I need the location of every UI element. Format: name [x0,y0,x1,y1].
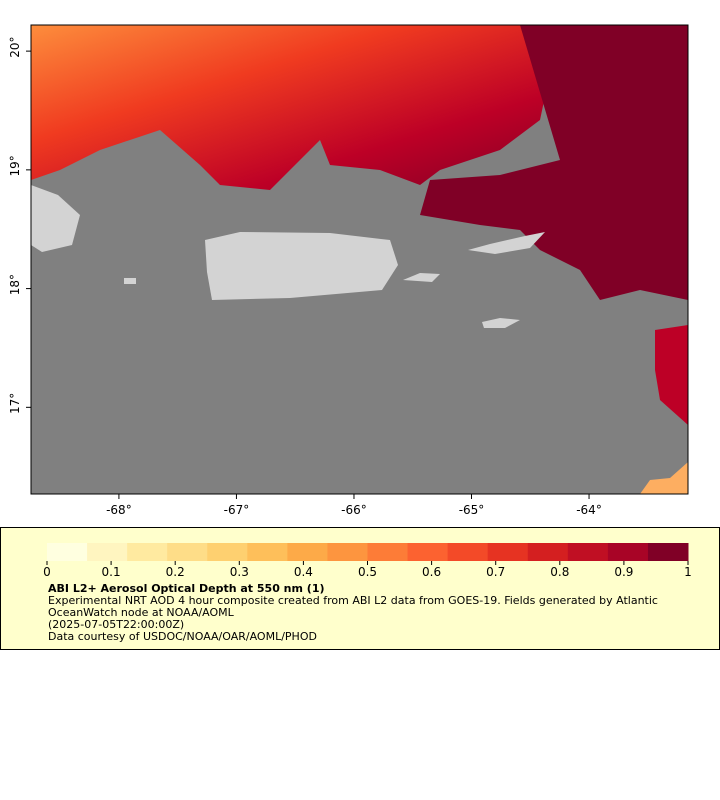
dense-aerosol-region [420,25,688,300]
colorbar-segment [527,543,569,561]
mona-island [124,278,136,284]
aerosol-region [31,25,560,190]
colorbar-segment [407,543,449,561]
colorbar-tick-label: 0 [43,565,51,579]
colorbar-segment [567,543,609,561]
x-tick-label: -64° [576,503,602,517]
map-frame [30,24,689,495]
axes: -68° -67° -66° -65° -64° 17° 18° 19° 20° [8,36,602,517]
x-tick-label: -66° [341,503,367,517]
y-tick-label: 17° [8,393,22,414]
colorbar-tick-label: 1 [684,565,692,579]
colorbar-segment [247,543,288,561]
colorbar-tick-label: 0.1 [102,565,121,579]
colorbar-tick-label: 0.5 [358,565,377,579]
colorbar-tick-label: 0.4 [294,565,313,579]
colorbar-segment [327,543,368,561]
colorbar-tick-label: 0.9 [614,565,633,579]
colorbar-segment [367,543,409,561]
legend-description: Experimental NRT AOD 4 hour composite cr… [48,594,658,619]
colorbar-tick-label: 0.2 [166,565,185,579]
map-image [31,25,688,494]
colorbar-segment [607,543,649,561]
aerosol-patch [655,325,688,425]
colorbar-segment [207,543,248,561]
colorbar-tick-label: 0.3 [230,565,249,579]
y-tick-label: 18° [8,274,22,295]
colorbar-segment [87,543,128,561]
x-tick-label: -68° [106,503,132,517]
colorbar-tick-label: 0.6 [422,565,441,579]
y-tick-label: 19° [8,155,22,176]
colorbar-tick-label: 0.8 [550,565,569,579]
colorbar: 0 0.1 0.2 0.3 0.4 0.5 0.6 0.7 0.8 0.9 1 [43,543,692,579]
legend-text: ABI L2+ Aerosol Optical Depth at 550 nm … [48,583,688,643]
virgin-islands [468,232,545,254]
x-tick-label: -67° [224,503,250,517]
st-croix [482,318,520,328]
legend-credit: Data courtesy of USDOC/NOAA/OAR/AOML/PHO… [48,630,317,643]
colorbar-segment [47,543,88,561]
colorbar-segment [487,543,529,561]
vieques [403,273,440,282]
hispaniola [31,185,80,252]
colorbar-segment [447,543,489,561]
colorbar-segment [127,543,168,561]
puerto-rico [205,232,398,300]
colorbar-segment [287,543,328,561]
colorbar-segment [647,543,689,561]
y-tick-label: 20° [8,36,22,57]
colorbar-tick-label: 0.7 [486,565,505,579]
x-tick-label: -65° [459,503,485,517]
colorbar-segment [167,543,208,561]
legend-title: ABI L2+ Aerosol Optical Depth at 550 nm … [48,582,325,595]
aerosol-patch [640,462,688,494]
legend-time: (2025-07-05T22:00:00Z) [48,618,185,631]
